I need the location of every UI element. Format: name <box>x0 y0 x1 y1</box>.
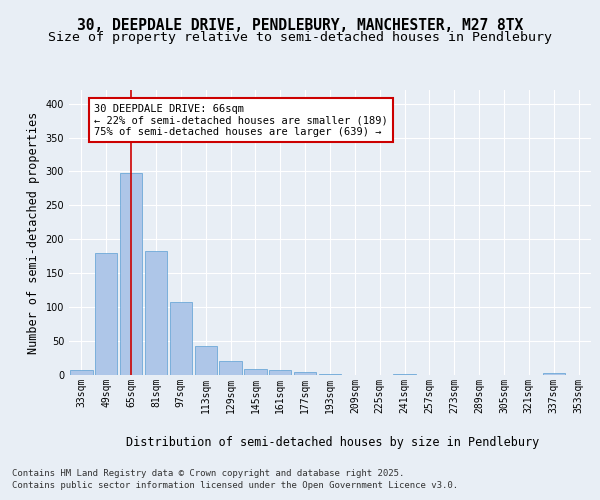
Text: 30 DEEPDALE DRIVE: 66sqm
← 22% of semi-detached houses are smaller (189)
75% of : 30 DEEPDALE DRIVE: 66sqm ← 22% of semi-d… <box>94 104 388 137</box>
Bar <box>194 346 217 375</box>
Y-axis label: Number of semi-detached properties: Number of semi-detached properties <box>27 112 40 354</box>
Text: Distribution of semi-detached houses by size in Pendlebury: Distribution of semi-detached houses by … <box>127 436 539 449</box>
Text: 30, DEEPDALE DRIVE, PENDLEBURY, MANCHESTER, M27 8TX: 30, DEEPDALE DRIVE, PENDLEBURY, MANCHEST… <box>77 18 523 32</box>
Bar <box>394 374 416 375</box>
Bar <box>294 372 316 375</box>
Text: Contains HM Land Registry data © Crown copyright and database right 2025.: Contains HM Land Registry data © Crown c… <box>12 470 404 478</box>
Bar <box>542 373 565 375</box>
Bar <box>244 369 266 375</box>
Bar <box>70 370 92 375</box>
Bar <box>145 251 167 375</box>
Bar <box>220 361 242 375</box>
Bar <box>319 374 341 375</box>
Bar <box>269 370 292 375</box>
Text: Contains public sector information licensed under the Open Government Licence v3: Contains public sector information licen… <box>12 482 458 490</box>
Bar <box>120 173 142 375</box>
Text: Size of property relative to semi-detached houses in Pendlebury: Size of property relative to semi-detach… <box>48 31 552 44</box>
Bar <box>95 253 118 375</box>
Bar <box>170 302 192 375</box>
